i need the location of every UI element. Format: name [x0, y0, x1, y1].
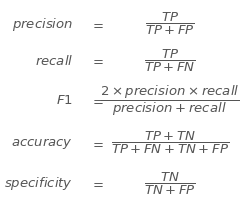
Text: $\dfrac{TN}{TN + FP}$: $\dfrac{TN}{TN + FP}$ [144, 171, 196, 197]
Text: $=$: $=$ [90, 95, 104, 107]
Text: $=$: $=$ [90, 137, 104, 150]
Text: $\dfrac{TP}{TP + FN}$: $\dfrac{TP}{TP + FN}$ [144, 47, 196, 74]
Text: $\dfrac{TP}{TP + FP}$: $\dfrac{TP}{TP + FP}$ [145, 11, 195, 37]
Text: $=$: $=$ [90, 177, 104, 190]
Text: $\mathit{specificity}$: $\mathit{specificity}$ [4, 175, 73, 192]
Text: $\mathit{precision}$: $\mathit{precision}$ [12, 16, 73, 33]
Text: $\mathit{F1}$: $\mathit{F1}$ [56, 95, 73, 107]
Text: $\mathit{accuracy}$: $\mathit{accuracy}$ [11, 136, 73, 151]
Text: $\dfrac{2 \times precision \times recall}{precision + recall}$: $\dfrac{2 \times precision \times recall… [100, 84, 240, 118]
Text: $\mathit{recall}$: $\mathit{recall}$ [35, 54, 73, 68]
Text: $=$: $=$ [90, 54, 104, 67]
Text: $=$: $=$ [90, 18, 104, 31]
Text: $\dfrac{TP + TN}{TP + FN + TN + FP}$: $\dfrac{TP + TN}{TP + FN + TN + FP}$ [111, 130, 229, 157]
